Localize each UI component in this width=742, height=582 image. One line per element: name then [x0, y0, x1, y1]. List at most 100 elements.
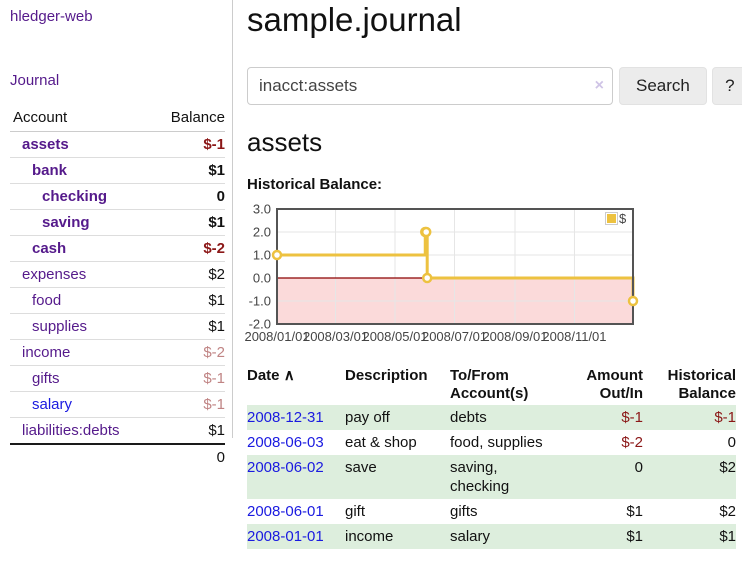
transaction-accounts: debts	[450, 409, 487, 426]
chart-heading: Historical Balance:	[247, 176, 383, 193]
register-header-accounts: To/From Account(s)	[450, 367, 529, 402]
account-link-bank[interactable]: bank	[32, 162, 68, 179]
search-box: ×	[247, 67, 613, 105]
account-link-supplies[interactable]: supplies	[32, 318, 88, 335]
svg-text:2008/11/01: 2008/11/01	[542, 329, 606, 344]
clear-search-icon[interactable]: ×	[594, 77, 604, 94]
register-row: 2008-06-01 gift gifts $1 $2	[247, 499, 736, 524]
register-row: 2008-12-31 pay off debts $-1 $-1	[247, 405, 736, 430]
account-row-food: food $1	[10, 287, 225, 314]
account-link-expenses[interactable]: expenses	[22, 266, 87, 283]
svg-text:3.0: 3.0	[253, 202, 271, 217]
transaction-balance: $2	[719, 459, 736, 476]
transaction-accounts: salary	[450, 528, 491, 545]
svg-text:2008/07/01: 2008/07/01	[422, 329, 487, 344]
account-row-income: income $-2	[10, 339, 225, 366]
legend-label: $	[619, 211, 627, 226]
transaction-balance: $-1	[714, 409, 736, 426]
sidebar: hledger-web Journal Account Balance asse…	[0, 0, 232, 582]
account-row-gifts: gifts $-1	[10, 365, 225, 392]
sort-ascending-icon: ∧	[283, 367, 295, 384]
register-header-date[interactable]: Date ∧	[247, 367, 295, 384]
transaction-accounts: saving, checking	[450, 459, 510, 495]
account-link-gifts[interactable]: gifts	[32, 370, 60, 387]
main-content: sample.journal × Search ? assets Histori…	[232, 0, 742, 582]
transaction-balance: $1	[719, 528, 736, 545]
register-header-balance: Historical Balance	[667, 367, 736, 402]
svg-text:-1.0: -1.0	[249, 294, 271, 309]
account-link-income[interactable]: income	[22, 344, 71, 361]
account-balance: $-1	[151, 391, 225, 418]
chart-canvas[interactable]: 3.0 2.0 1.0 0.0 -1.0 -2.02008/01/012008/03/01…	[244, 202, 667, 350]
accounts-table: Account Balance assets $-1 bank $1 check…	[10, 107, 225, 470]
account-row-cash: cash $-2	[10, 235, 225, 262]
transaction-balance: $2	[719, 503, 736, 520]
account-link-assets[interactable]: assets	[22, 136, 69, 153]
account-balance: $1	[151, 287, 225, 314]
transaction-date-link[interactable]: 2008-06-01	[247, 503, 324, 520]
app-title-link[interactable]: hledger-web	[10, 8, 93, 25]
nav-journal-link[interactable]: Journal	[10, 72, 60, 89]
transaction-description: gift	[345, 503, 366, 520]
search-button[interactable]: Search	[619, 67, 707, 105]
transaction-date-link[interactable]: 2008-06-02	[247, 459, 324, 476]
account-balance: $1	[151, 417, 225, 445]
transaction-description: income	[345, 528, 394, 545]
register-header-row: Date ∧ Description To/From Account(s) Amo…	[247, 365, 736, 405]
account-balance: $-2	[151, 235, 225, 262]
account-balance: $1	[151, 157, 225, 184]
accounts-total-row: 0	[10, 443, 225, 470]
register-row: 2008-01-01 income salary $1 $1	[247, 524, 736, 549]
transaction-amount: $1	[626, 503, 643, 520]
search-row: × Search ?	[247, 67, 742, 105]
accounts-header-account: Account	[10, 107, 152, 132]
transaction-date-link[interactable]: 2008-12-31	[247, 409, 324, 426]
page-title: sample.journal	[247, 1, 462, 38]
account-balance: 0	[151, 183, 225, 210]
account-balance: $-1	[151, 365, 225, 392]
account-row-expenses: expenses $2	[10, 261, 225, 288]
account-link-food[interactable]: food	[32, 292, 62, 309]
account-row-bank: bank $1	[10, 157, 225, 184]
account-link-saving[interactable]: saving	[42, 214, 90, 231]
svg-text:1.0: 1.0	[253, 248, 271, 263]
transaction-date-link[interactable]: 2008-01-01	[247, 528, 324, 545]
svg-text:2008/03/01: 2008/03/01	[303, 329, 368, 344]
account-row-saving: saving $1	[10, 209, 225, 236]
legend-swatch-icon	[605, 212, 618, 225]
chart-legend: $	[603, 211, 629, 226]
transaction-amount: $-1	[621, 409, 643, 426]
account-balance: $-2	[151, 339, 225, 366]
help-button[interactable]: ?	[711, 67, 742, 105]
account-row-liabilities-debts: liabilities:debts $1	[10, 417, 225, 445]
accounts-header-balance: Balance	[151, 107, 225, 132]
accounts-header-row: Account Balance	[10, 107, 225, 132]
transaction-date-link[interactable]: 2008-06-03	[247, 434, 324, 451]
account-row-checking: checking 0	[10, 183, 225, 210]
register-header-amount: Amount Out/In	[586, 367, 643, 402]
svg-text:2008/05/01: 2008/05/01	[362, 329, 427, 344]
svg-text:2008/09/01: 2008/09/01	[482, 329, 547, 344]
transaction-description: eat & shop	[345, 434, 417, 451]
svg-text:0.0: 0.0	[253, 271, 271, 286]
account-row-supplies: supplies $1	[10, 313, 225, 340]
transaction-amount: $-2	[621, 434, 643, 451]
account-link-liabilities-debts[interactable]: liabilities:debts	[22, 422, 120, 439]
sidebar-divider	[232, 0, 233, 438]
transaction-amount: $1	[626, 528, 643, 545]
account-link-salary[interactable]: salary	[32, 396, 73, 413]
svg-text:2008/01/01: 2008/01/01	[244, 329, 309, 344]
svg-text:-2.0: -2.0	[249, 317, 271, 332]
search-input[interactable]	[247, 67, 613, 105]
register-table: Date ∧ Description To/From Account(s) Amo…	[247, 365, 736, 549]
account-balance: $2	[151, 261, 225, 288]
register-header-description: Description	[345, 367, 428, 384]
accounts-total-balance: 0	[151, 443, 225, 470]
account-row-salary: salary $-1	[10, 391, 225, 418]
transaction-balance: 0	[727, 434, 736, 451]
account-heading: assets	[247, 127, 323, 157]
account-link-cash[interactable]: cash	[32, 240, 67, 257]
historical-balance-chart: 3.0 2.0 1.0 0.0 -1.0 -2.0 2008/01/01 2008/03/01…	[244, 202, 667, 350]
account-link-checking[interactable]: checking	[42, 188, 108, 205]
account-balance: $-1	[151, 131, 225, 158]
